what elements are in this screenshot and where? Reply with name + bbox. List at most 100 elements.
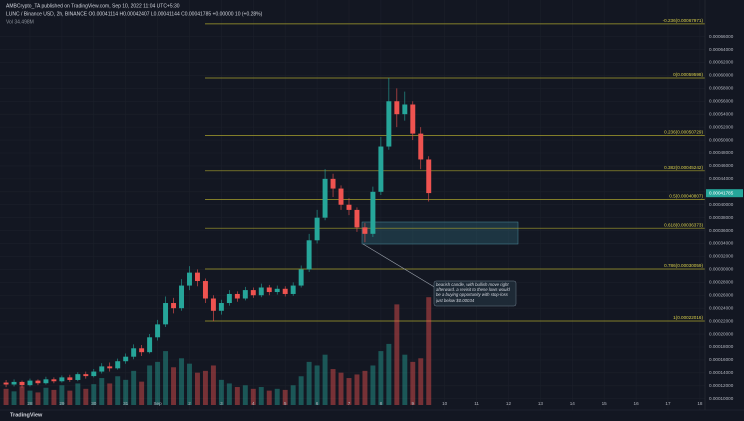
y-tick-label: 0.00044000 — [709, 176, 734, 181]
axes: 0.00010000 0.00012000 0.00014000 0.00016000… — [27, 34, 743, 406]
y-tick-label: 0.00048000 — [709, 150, 734, 155]
candle-body — [346, 204, 352, 210]
volume-bar — [187, 363, 192, 405]
candle-body — [147, 337, 153, 353]
volume-bar — [35, 392, 41, 405]
volume-bar — [147, 365, 153, 405]
x-tick-label: 9 — [412, 401, 415, 406]
volume-bar — [394, 304, 400, 405]
fib-label: 0.5(0.00040807) — [669, 194, 703, 199]
candle-body — [123, 356, 129, 362]
x-tick-label: 30 — [91, 401, 97, 406]
candle-body — [250, 290, 256, 296]
volume-bar — [115, 376, 121, 405]
volume-bar — [346, 378, 352, 405]
volume-bar — [258, 387, 264, 405]
candle-body — [107, 366, 113, 369]
volume-bar — [266, 390, 272, 405]
x-tick-label: 7 — [348, 401, 351, 406]
x-tick-label: 28 — [27, 401, 33, 406]
candle-body — [218, 303, 224, 311]
support-zone — [361, 221, 519, 245]
volume-bar — [370, 365, 376, 405]
volume-bar — [19, 386, 25, 405]
y-tick-label: 0.00050000 — [709, 137, 734, 142]
x-tick-label: 15 — [602, 401, 608, 406]
volume-bar — [418, 358, 424, 405]
y-tick-label: 0.00010000 — [709, 396, 734, 401]
symbol-info: LUNC / Binance USD, 2h, BINANCE O0.00041… — [6, 11, 263, 17]
volume-bar — [107, 383, 113, 405]
volume-bar — [330, 369, 336, 405]
candle-body — [370, 191, 376, 234]
y-tick-label: 0.00052000 — [709, 124, 734, 129]
y-tick-label: 0.00032000 — [709, 254, 734, 259]
fib-label: 0(0.00059598) — [673, 72, 703, 77]
x-tick-label: 10 — [442, 401, 448, 406]
y-tick-label: 0.00058000 — [709, 86, 734, 91]
y-tick-label: 0.00016000 — [709, 357, 734, 362]
publisher: AMBCrypto_TA published on TradingView.co… — [6, 3, 180, 9]
y-tick-label: 0.00060000 — [709, 73, 734, 78]
candle-body — [306, 240, 312, 270]
volume-bar — [43, 387, 49, 405]
candle-body — [202, 281, 208, 299]
volume-bar — [354, 374, 360, 405]
candle-body — [11, 381, 17, 385]
volume-bar — [306, 361, 312, 405]
volume-bar — [426, 297, 432, 405]
volume-info: Vol 34.498M — [6, 19, 34, 25]
fibonacci-retracement: -0.236(0.00067971) 0(0.00059598) 0.236(0.0… — [205, 18, 705, 322]
candle-body — [234, 293, 240, 299]
volume-bar — [410, 361, 416, 405]
candle-body — [378, 146, 384, 192]
candle-body — [394, 101, 400, 115]
fib-label: 0.786(0.00030059) — [664, 263, 703, 268]
x-tick-label: 14 — [570, 401, 576, 406]
candle-body — [226, 293, 232, 304]
volume-bar — [290, 385, 296, 405]
annotation-text: bearish candle, with bullish move right … — [436, 282, 510, 303]
candle-body — [163, 303, 169, 325]
volume-bar — [163, 351, 169, 405]
fib-label: 0.236(0.00050729) — [664, 130, 703, 135]
volume-bar — [194, 372, 200, 405]
volume-bar — [139, 381, 145, 405]
fib-label: 1(0.00022016) — [673, 315, 703, 320]
y-tick-label: 0.00030000 — [709, 267, 734, 272]
candle-body — [274, 288, 280, 293]
x-tick-label: 18 — [697, 401, 703, 406]
candle-body — [322, 178, 328, 218]
candle-body — [338, 188, 344, 205]
volume-bar — [51, 389, 57, 405]
volume-bar — [362, 370, 368, 405]
x-tick-label: 16 — [634, 401, 640, 406]
x-tick-label: 31 — [123, 401, 129, 406]
x-tick-label: 17 — [665, 401, 671, 406]
volume-bar — [274, 388, 280, 405]
fib-label: 0.618(0.00036373) — [664, 222, 703, 227]
x-tick-label: 4 — [252, 401, 255, 406]
x-tick-label: 5 — [284, 401, 287, 406]
volume-bar — [402, 354, 408, 405]
volume-bar — [3, 388, 9, 405]
logo: TradingView — [10, 412, 43, 418]
y-tick-label: 0.00046000 — [709, 163, 734, 168]
candle-body — [266, 287, 272, 293]
candle-body — [139, 348, 145, 353]
candle-body — [3, 382, 9, 385]
candle-body — [99, 366, 105, 372]
volume-bar — [314, 365, 320, 405]
candle-body — [410, 104, 416, 134]
volume-bar — [99, 378, 105, 405]
volume-bars — [3, 297, 432, 405]
candle-body — [282, 288, 288, 294]
last-price-tag — [706, 189, 743, 198]
candle-body — [242, 290, 248, 299]
candle-body — [83, 374, 89, 377]
annotation-wrap: bearish candle, with bullish move right … — [436, 282, 510, 303]
volume-bar — [11, 391, 17, 405]
candle-body — [27, 380, 33, 386]
x-tick-label: 3 — [220, 401, 223, 406]
y-tick-label: 0.00064000 — [709, 47, 734, 52]
